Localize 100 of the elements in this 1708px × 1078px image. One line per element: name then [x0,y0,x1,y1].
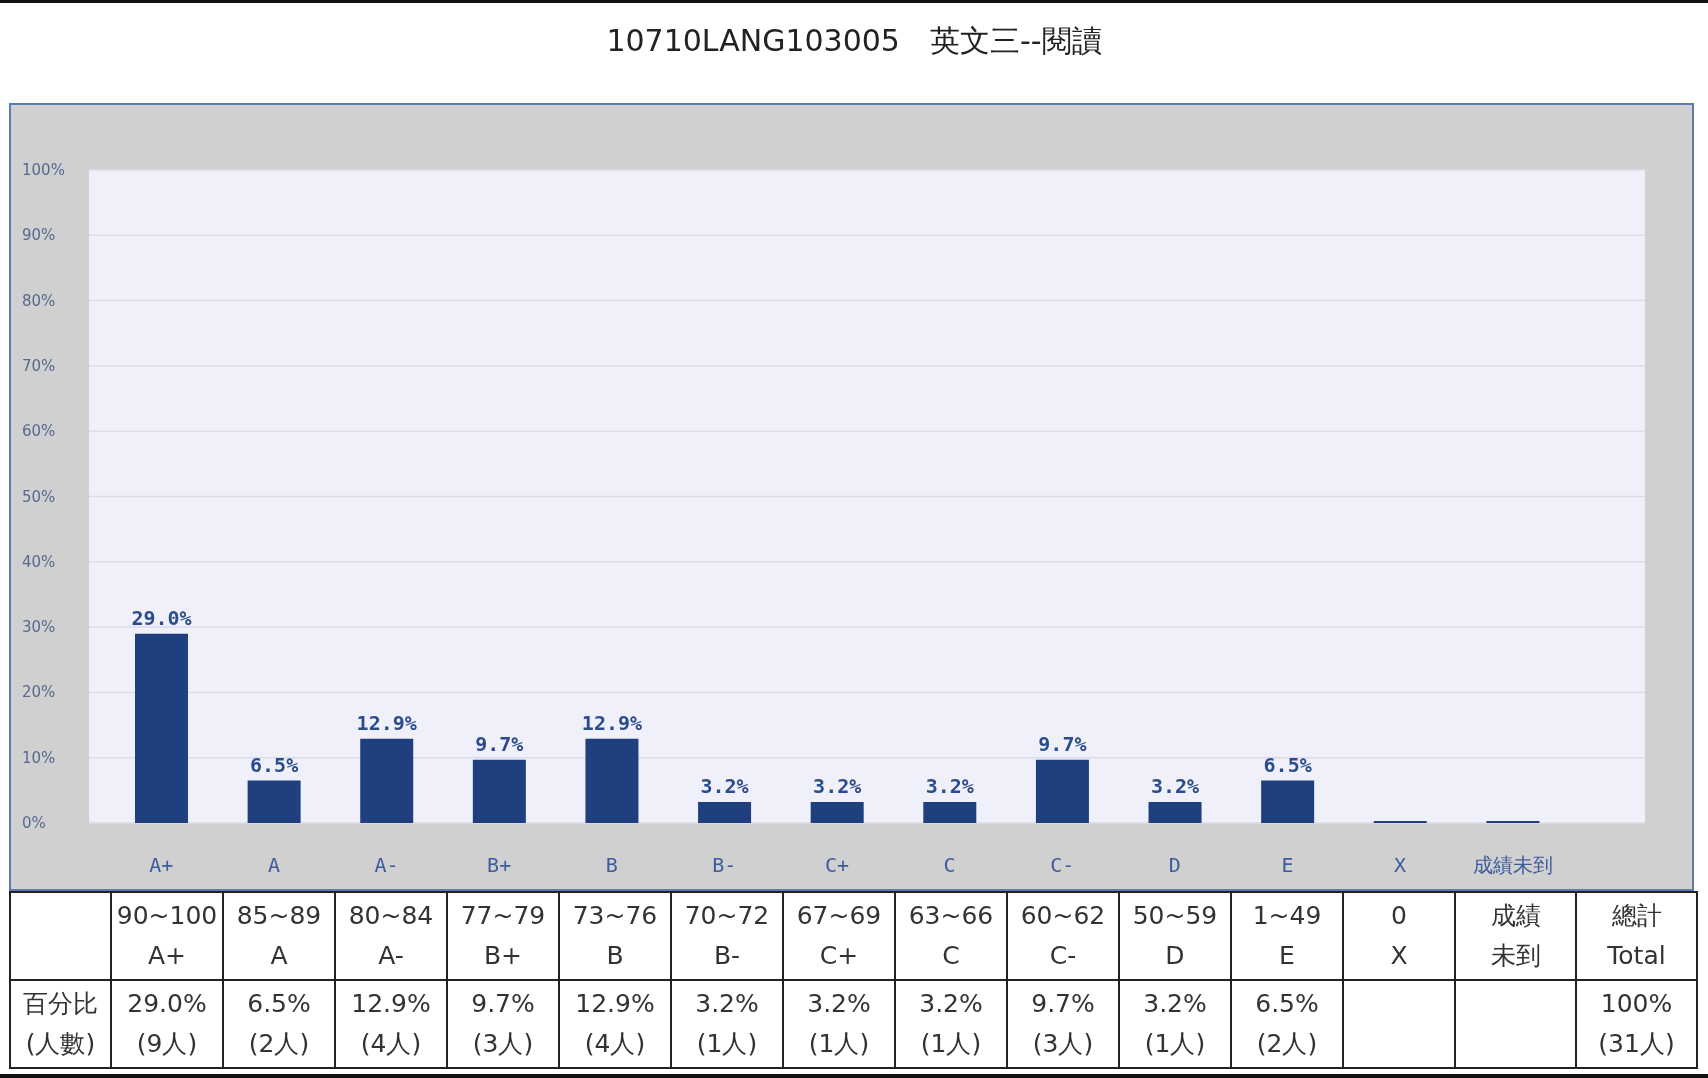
text: B- [713,941,741,970]
x-tick-label: B+ [487,853,512,877]
x-tick-label: E [1281,853,1294,877]
x-tick-label: C- [1050,853,1075,877]
text: 63~66 [908,901,994,930]
text: 成績 [1490,901,1541,930]
text: 60~62 [1020,901,1106,930]
y-tick-label: 30% [22,618,56,637]
text: 90~100 [116,901,218,930]
y-tick-label: 0% [22,814,46,832]
text: 67~69 [796,901,882,930]
text: (3人) [1032,1029,1094,1058]
text: A- [378,941,404,970]
text: (4人) [584,1029,646,1058]
text: C- [1049,941,1077,970]
x-tick-label: A- [374,853,399,877]
y-tick-label: 70% [22,356,56,375]
text: (1人) [808,1029,870,1058]
x-tick-label: X [1394,853,1407,877]
text: 未到 [1490,941,1541,970]
x-tick-label: A [267,853,280,877]
bar [923,802,977,823]
bar [360,738,414,823]
x-tick-label: C [943,853,956,877]
text: Total [1607,941,1666,970]
chart-title: 10710LANG103005 英文三--閱讀 [606,22,1102,60]
text: 總計 [1611,901,1662,930]
text: 9.7% [1031,989,1095,1018]
text: (1人) [1144,1029,1206,1058]
text: 85~89 [236,901,322,930]
data-label: 3.2% [813,774,862,799]
text: (2人) [248,1029,310,1058]
data-label: 3.2% [700,774,749,799]
bar [698,802,752,823]
text: C+ [819,941,859,970]
text: 100% [1600,989,1673,1018]
y-tick-label: 50% [22,487,56,506]
text: (1人) [920,1029,982,1058]
text: (9人) [136,1029,198,1058]
text: 0 [1391,901,1407,930]
text: 3.2% [695,989,759,1018]
y-tick-label: 90% [22,226,56,245]
text: 9.7% [471,989,535,1018]
x-tick-label: B- [712,853,737,877]
bar [1035,759,1089,823]
y-tick-label: 60% [22,422,56,441]
text: 6.5% [247,989,311,1018]
text: B+ [483,941,523,970]
text: 1~49 [1252,901,1322,930]
text: (人數) [25,1029,96,1058]
bar [247,780,301,823]
bar [1261,780,1315,823]
data-label: 9.7% [475,731,524,756]
text: A [270,941,288,970]
text: 3.2% [1143,989,1207,1018]
bar [135,633,188,823]
y-tick-label: 80% [22,291,56,310]
text: (4人) [360,1029,422,1058]
text: C [942,941,960,970]
bar [810,802,864,823]
data-label: 12.9% [581,710,643,735]
bar [1148,802,1202,823]
x-tick-label: 成績未到 [1472,853,1553,877]
x-tick-label: D [1168,853,1181,877]
x-tick-label: C+ [824,853,850,877]
data-label: 29.0% [131,605,192,630]
data-label: 3.2% [1150,774,1200,799]
text: 3.2% [807,989,871,1018]
text: (1人) [696,1029,758,1058]
text: 80~84 [348,901,434,930]
text: 50~59 [1132,901,1218,930]
text: 70~72 [684,901,770,930]
text: 3.2% [919,989,983,1018]
text: 73~76 [572,901,658,930]
data-label: 6.5% [1263,752,1312,777]
text: A+ [147,941,187,970]
x-tick-label: B [605,853,618,877]
text: (31人) [1598,1029,1675,1058]
text: (3人) [472,1029,534,1058]
text: D [1165,941,1185,970]
text: X [1390,941,1408,970]
y-tick-label: 100% [22,161,65,179]
x-tick-label: A+ [149,853,174,877]
bar [585,738,639,823]
text: 29.0% [127,989,207,1018]
data-label: 9.7% [1038,731,1087,756]
text: B [606,941,624,970]
text: E [1279,941,1295,970]
text: 6.5% [1255,989,1319,1018]
bar [472,759,526,823]
data-label: 6.5% [250,752,299,777]
data-label: 12.9% [356,710,417,735]
text: 百分比 [23,989,98,1018]
text: 12.9% [575,989,655,1018]
data-label: 3.2% [925,774,974,799]
y-tick-label: 10% [22,748,56,767]
text: 77~79 [460,901,546,930]
y-tick-label: 20% [22,683,56,702]
y-tick-label: 40% [22,552,56,571]
text: (2人) [1256,1029,1318,1058]
